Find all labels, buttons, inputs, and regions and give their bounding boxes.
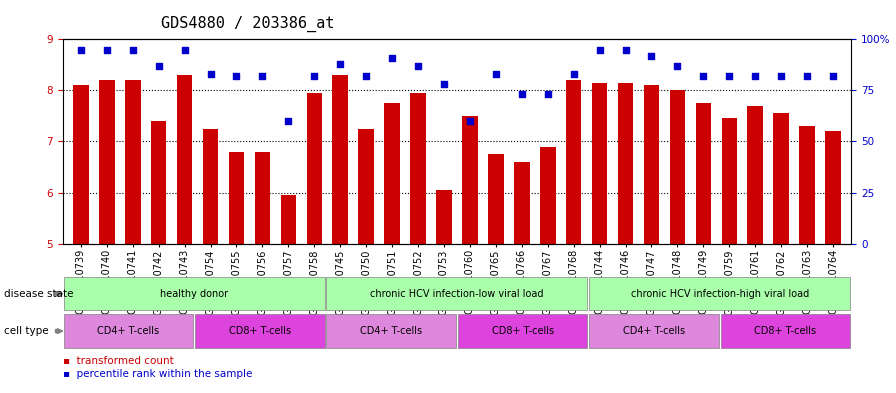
Point xyxy=(125,46,140,53)
Text: chronic HCV infection-low viral load: chronic HCV infection-low viral load xyxy=(370,289,544,299)
Text: cell type: cell type xyxy=(4,326,49,336)
Bar xyxy=(669,90,685,244)
Text: disease state: disease state xyxy=(4,289,74,299)
Bar xyxy=(384,103,400,244)
Bar xyxy=(617,83,633,244)
Bar xyxy=(254,152,271,244)
Point xyxy=(722,73,737,79)
Point xyxy=(385,55,400,61)
Point xyxy=(229,73,244,79)
Point xyxy=(748,73,762,79)
Bar xyxy=(73,85,89,244)
Bar xyxy=(410,93,426,244)
Text: ▪  transformed count: ▪ transformed count xyxy=(63,356,174,365)
Point xyxy=(566,71,581,77)
Bar xyxy=(747,106,763,244)
Bar xyxy=(306,93,322,244)
Point xyxy=(99,46,114,53)
Text: CD8+ T-cells: CD8+ T-cells xyxy=(228,326,291,336)
Point xyxy=(670,63,685,69)
Bar xyxy=(436,190,452,244)
Bar xyxy=(99,80,115,244)
Point xyxy=(411,63,426,69)
Bar xyxy=(332,75,348,244)
Bar xyxy=(280,195,297,244)
Text: CD4+ T-cells: CD4+ T-cells xyxy=(623,326,685,336)
Point xyxy=(151,63,166,69)
Text: CD8+ T-cells: CD8+ T-cells xyxy=(492,326,554,336)
Point xyxy=(514,91,529,97)
Bar xyxy=(151,121,167,244)
Bar xyxy=(488,154,504,244)
Bar xyxy=(566,80,582,244)
Point xyxy=(800,73,814,79)
Point xyxy=(359,73,374,79)
Point xyxy=(203,71,218,77)
Point xyxy=(696,73,711,79)
Point xyxy=(462,118,477,124)
Bar xyxy=(228,152,245,244)
Bar xyxy=(125,80,141,244)
Bar xyxy=(462,116,478,244)
Point xyxy=(540,91,555,97)
Bar xyxy=(695,103,711,244)
Text: CD4+ T-cells: CD4+ T-cells xyxy=(360,326,422,336)
Text: CD4+ T-cells: CD4+ T-cells xyxy=(98,326,159,336)
Point xyxy=(255,73,270,79)
Point xyxy=(437,81,452,87)
Text: GDS4880 / 203386_at: GDS4880 / 203386_at xyxy=(161,16,334,32)
Bar xyxy=(202,129,219,244)
Bar xyxy=(773,113,789,244)
Point xyxy=(177,46,192,53)
Bar xyxy=(799,126,814,244)
Point xyxy=(774,73,788,79)
Point xyxy=(826,73,840,79)
Text: healthy donor: healthy donor xyxy=(160,289,228,299)
Text: ▪  percentile rank within the sample: ▪ percentile rank within the sample xyxy=(63,369,252,379)
Point xyxy=(307,73,322,79)
Bar xyxy=(592,83,607,244)
Bar xyxy=(358,129,374,244)
Point xyxy=(644,53,659,59)
Bar xyxy=(514,162,530,244)
Point xyxy=(333,61,348,67)
Point xyxy=(281,118,296,124)
Bar xyxy=(177,75,193,244)
Point xyxy=(73,46,88,53)
Bar xyxy=(825,131,840,244)
Bar xyxy=(643,85,659,244)
Bar xyxy=(540,147,556,244)
Text: chronic HCV infection-high viral load: chronic HCV infection-high viral load xyxy=(631,289,809,299)
Text: CD8+ T-cells: CD8+ T-cells xyxy=(754,326,816,336)
Point xyxy=(488,71,503,77)
Bar xyxy=(721,118,737,244)
Point xyxy=(618,46,633,53)
Point xyxy=(592,46,607,53)
